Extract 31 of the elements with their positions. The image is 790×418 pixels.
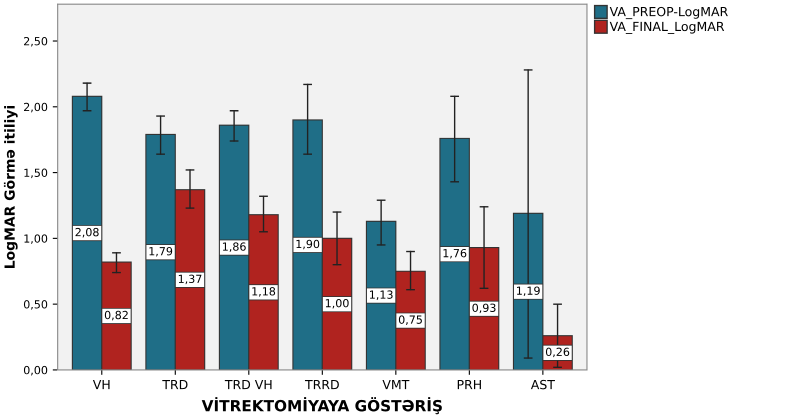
y-tick-label: 2,00 bbox=[24, 102, 48, 112]
data-label: 1,37 bbox=[178, 274, 202, 284]
data-label: 1,86 bbox=[222, 242, 246, 252]
x-tick-label: AST bbox=[530, 380, 555, 390]
data-label: 0,75 bbox=[398, 315, 422, 325]
data-label: 0,26 bbox=[546, 348, 570, 358]
x-tick-label: PRH bbox=[458, 380, 481, 390]
legend-label: VA_PREOP-LogMAR bbox=[610, 6, 728, 20]
x-tick-label: VH bbox=[92, 380, 110, 390]
y-tick-label: 1,00 bbox=[24, 234, 48, 244]
data-label: 2,08 bbox=[76, 228, 99, 238]
data-label: 1,90 bbox=[296, 240, 320, 250]
y-tick-label: 2,50 bbox=[24, 36, 48, 47]
x-tick-label: VMT bbox=[382, 380, 410, 390]
data-label: 1,79 bbox=[149, 247, 172, 257]
y-tick-label: 1,50 bbox=[24, 168, 48, 178]
legend-label: VA_FINAL_LogMAR bbox=[610, 22, 724, 34]
y-tick-label: 0,50 bbox=[24, 300, 48, 310]
x-tick-label: TRRD bbox=[304, 380, 339, 390]
data-label: 1,00 bbox=[326, 298, 349, 309]
data-label: 1,19 bbox=[517, 286, 540, 296]
x-tick-label: TRD VH bbox=[224, 380, 272, 390]
x-axis-title: VİTREKTOMİYAYA GÖSTƏRİŞ bbox=[202, 397, 442, 414]
data-label: 1,18 bbox=[252, 287, 276, 297]
data-label: 1,13 bbox=[370, 290, 393, 300]
data-label: 0,82 bbox=[104, 310, 128, 320]
x-tick-label: TRD bbox=[162, 380, 188, 390]
y-tick-label: 0,00 bbox=[24, 366, 48, 376]
data-label: 0,93 bbox=[472, 304, 496, 314]
y-axis-title: LogMAR Görmə itiliyi bbox=[4, 106, 18, 268]
data-label: 1,76 bbox=[443, 248, 466, 259]
